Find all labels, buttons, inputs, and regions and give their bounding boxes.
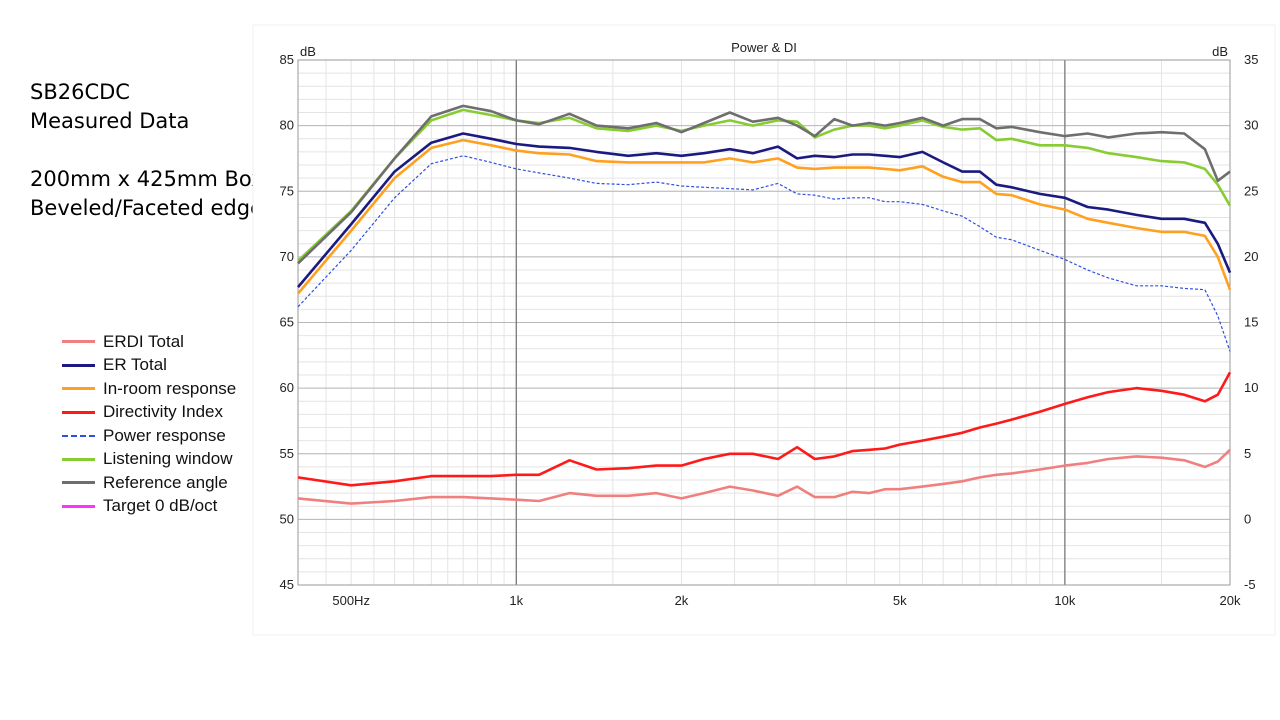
x-tick-label: 20k (1220, 593, 1241, 608)
series-line-reference-angle (297, 104, 1231, 265)
y-axis-label-left: dB (300, 44, 316, 59)
y-tick-label-left: 85 (280, 52, 294, 67)
legend-label: In-room response (103, 378, 237, 398)
y-tick-label-right: 15 (1244, 315, 1258, 330)
legend-label: Target 0 dB/oct (103, 496, 218, 516)
x-tick-label: 10k (1054, 593, 1075, 608)
y-tick-label-right: 10 (1244, 380, 1258, 395)
legend-entry: Power response (62, 424, 236, 448)
y-tick-label-right: 20 (1244, 249, 1258, 264)
legend-entry: Target 0 dB/oct (62, 495, 236, 519)
legend-entry: Directivity Index (62, 401, 236, 425)
caption-model: SB26CDC (30, 80, 130, 104)
y-tick-label-left: 70 (280, 249, 294, 264)
series-line-in-room-response (297, 138, 1232, 295)
series-line-erdi-total (297, 448, 1231, 505)
legend-swatch (62, 434, 95, 437)
y-tick-label-right: -5 (1244, 577, 1256, 592)
y-tick-label-left: 80 (280, 118, 294, 133)
y-tick-label-right: 30 (1244, 118, 1258, 133)
y-tick-label-left: 55 (280, 446, 294, 461)
caption-edge: Beveled/Faceted edge (30, 196, 263, 220)
y-tick-label-left: 60 (280, 380, 294, 395)
y-tick-label-right: 35 (1244, 52, 1258, 67)
y-tick-label-right: 25 (1244, 183, 1258, 198)
legend-swatch (62, 340, 95, 344)
legend-swatch (62, 387, 95, 391)
legend-entry: Listening window (62, 448, 236, 472)
y-tick-label-left: 50 (280, 511, 294, 526)
legend-label: ERDI Total (103, 331, 184, 351)
legend-swatch (62, 457, 95, 461)
series-line-directivity-index (297, 371, 1232, 487)
y-tick-label-right: 5 (1244, 446, 1251, 461)
y-tick-label-left: 45 (280, 577, 294, 592)
caption-box-size: 200mm x 425mm Box (30, 167, 264, 191)
x-tick-label: 500Hz (332, 593, 370, 608)
series-line-er-total (297, 132, 1232, 288)
y-axis-label-right: dB (1212, 44, 1228, 59)
legend-entry: ERDI Total (62, 330, 236, 354)
legend-swatch (62, 481, 95, 485)
y-tick-label-right: 0 (1244, 511, 1251, 526)
x-tick-label: 5k (893, 593, 907, 608)
legend-entry: Reference angle (62, 471, 236, 495)
legend-label: Power response (103, 425, 226, 445)
legend-label: Directivity Index (103, 402, 223, 422)
plot-border (297, 59, 1231, 586)
legend-swatch (62, 504, 95, 508)
x-tick-label: 1k (509, 593, 523, 608)
legend-swatch (62, 363, 95, 367)
chart-title: Power & DI (731, 40, 797, 55)
legend-entry: In-room response (62, 377, 236, 401)
legend-swatch (62, 410, 95, 414)
caption-data-type: Measured Data (30, 109, 190, 133)
chart-caption: SB26CDC Measured Data 200mm x 425mm Box … (30, 78, 263, 223)
y-tick-label-left: 65 (280, 315, 294, 330)
y-tick-label-left: 75 (280, 183, 294, 198)
legend-entry: ER Total (62, 354, 236, 378)
legend-label: Reference angle (103, 472, 228, 492)
series-line-power-response (297, 155, 1231, 352)
legend-label: ER Total (103, 355, 167, 375)
x-tick-label: 2k (675, 593, 689, 608)
legend-label: Listening window (103, 449, 233, 469)
chart-legend: ERDI Total ER Total In-room response Direct… (62, 330, 236, 518)
